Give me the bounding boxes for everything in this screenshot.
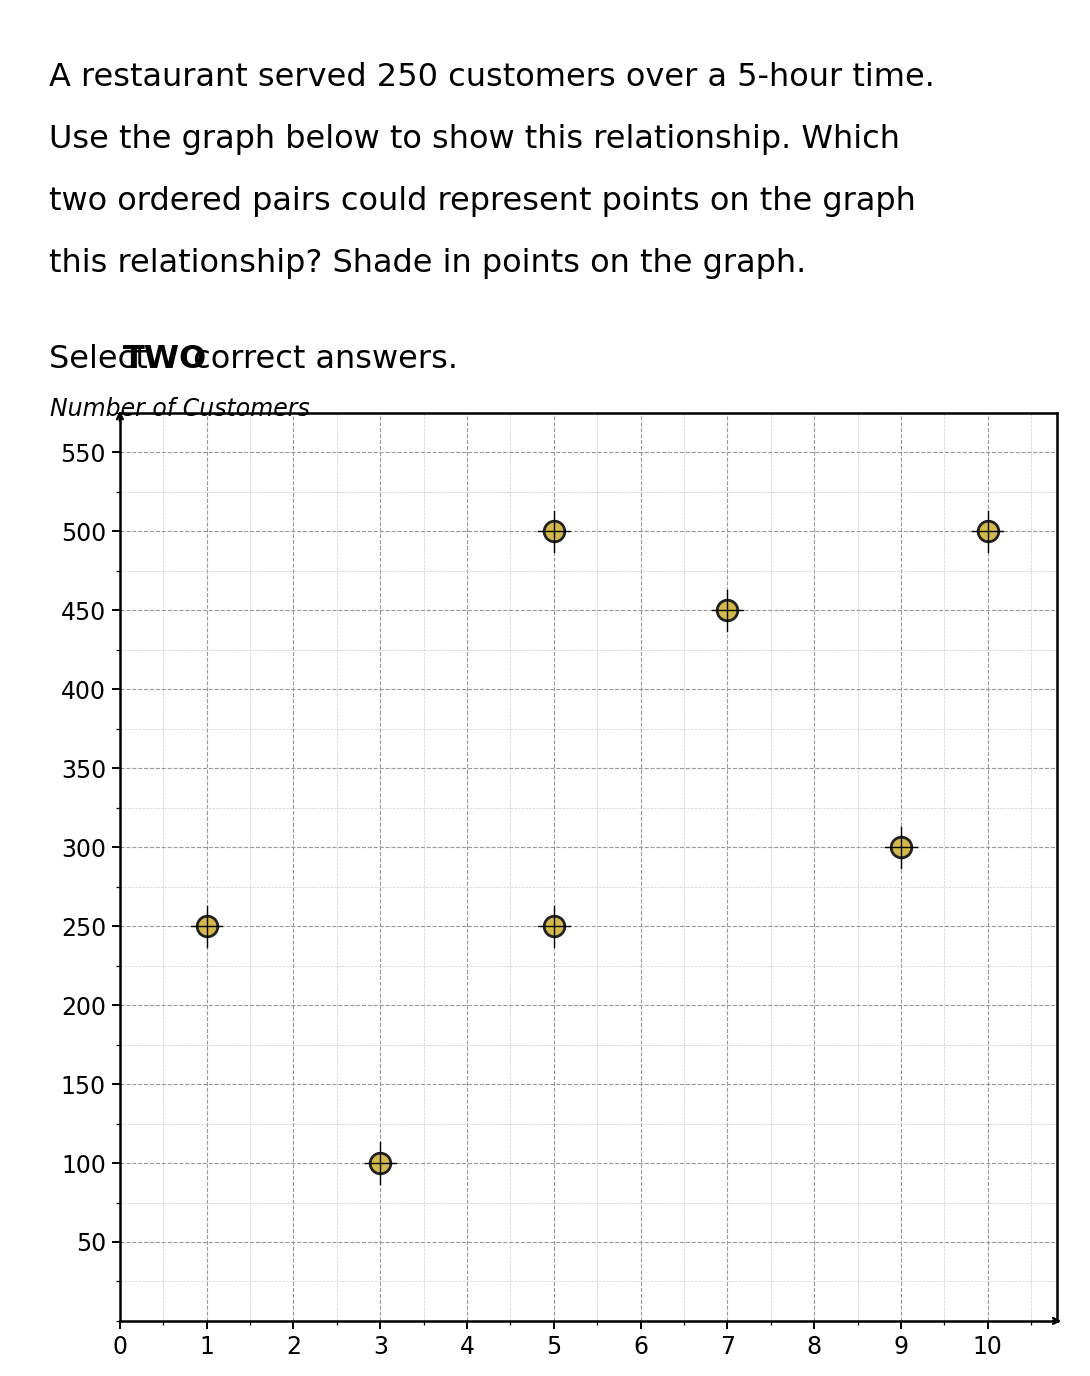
Text: Number of Customers: Number of Customers [50, 396, 311, 421]
Point [545, 520, 562, 542]
Point [545, 915, 562, 937]
Point [198, 915, 216, 937]
Point [893, 837, 910, 859]
Text: TWO: TWO [123, 344, 207, 376]
Point [979, 520, 996, 542]
Text: Select: Select [49, 344, 158, 376]
Text: this relationship? Shade in points on the graph.: this relationship? Shade in points on th… [49, 248, 807, 279]
Text: A restaurant served 250 customers over a 5-hour time.: A restaurant served 250 customers over a… [49, 62, 935, 94]
Text: two ordered pairs could represent points on the graph: two ordered pairs could represent points… [49, 186, 916, 217]
Point [718, 599, 736, 621]
Point [372, 1152, 389, 1174]
Text: correct answers.: correct answers. [183, 344, 458, 376]
Text: Use the graph below to show this relationship. Which: Use the graph below to show this relatio… [49, 124, 900, 155]
